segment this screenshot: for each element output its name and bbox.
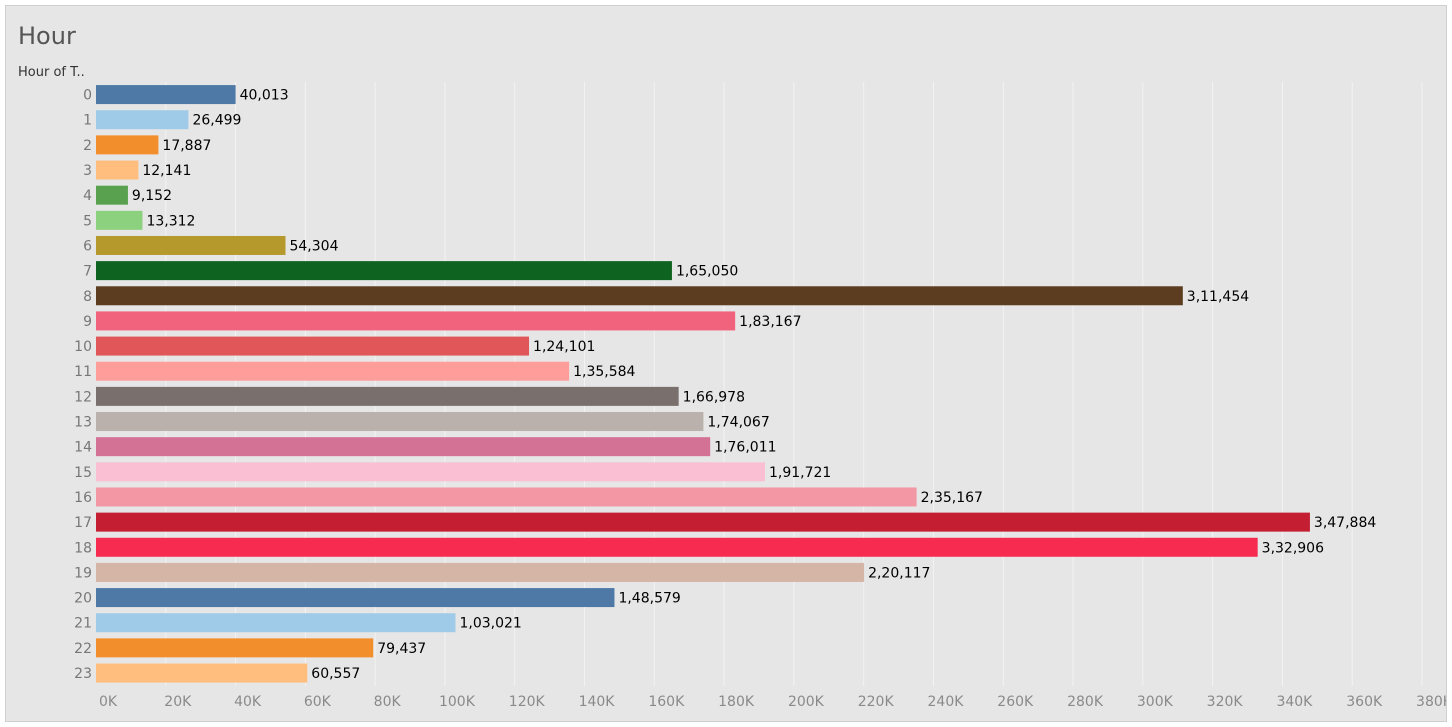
bar[interactable] [96, 512, 1310, 532]
x-tick-label: 320K [1207, 694, 1244, 710]
data-label: 3,47,884 [1314, 515, 1376, 531]
data-label: 1,66,978 [683, 389, 745, 405]
bar[interactable] [96, 311, 736, 331]
x-tick-label: 180K [718, 694, 755, 710]
category-label[interactable]: 18 [74, 540, 92, 556]
category-label[interactable]: 10 [74, 339, 92, 355]
category-label[interactable]: 11 [74, 364, 92, 380]
category-label[interactable]: 1 [83, 113, 92, 129]
bar-chart: Hour Hour of T.. 0 40,013 1 26,499 2 17,887 3 1… [18, 22, 1446, 710]
category-label[interactable]: 23 [74, 666, 92, 682]
data-label: 13,312 [146, 213, 195, 229]
bar[interactable] [96, 462, 766, 482]
category-label[interactable]: 22 [74, 641, 92, 657]
x-tick-label: 60K [304, 694, 332, 710]
data-label: 1,35,584 [573, 364, 635, 380]
bar[interactable] [96, 160, 139, 180]
x-tick-label: 360K [1346, 694, 1383, 710]
category-label[interactable]: 14 [74, 440, 92, 456]
x-tick-label: 300K [1137, 694, 1174, 710]
category-label[interactable]: 7 [83, 264, 92, 280]
data-label: 26,499 [192, 113, 241, 129]
bar[interactable] [96, 361, 570, 381]
data-label: 3,11,454 [1187, 289, 1249, 305]
data-label: 1,24,101 [533, 339, 595, 355]
data-label: 2,20,117 [868, 565, 930, 581]
bar[interactable] [96, 412, 704, 432]
bar[interactable] [96, 210, 143, 230]
category-label[interactable]: 2 [83, 138, 92, 154]
x-axis: 0K 20K 40K 60K 80K 100K 120K 140K 160K 180K 200K 22… [99, 694, 1446, 710]
x-tick-label: 200K [788, 694, 825, 710]
data-label: 17,887 [162, 138, 211, 154]
category-label[interactable]: 5 [83, 213, 92, 229]
bar[interactable] [96, 487, 917, 507]
category-header[interactable]: Hour of T.. [18, 65, 85, 80]
bar[interactable] [96, 437, 711, 457]
category-label[interactable]: 8 [83, 289, 92, 305]
x-tick-label: 240K [928, 694, 965, 710]
data-label: 54,304 [289, 238, 338, 254]
bar[interactable] [96, 336, 530, 356]
data-label: 60,557 [311, 666, 360, 682]
bar[interactable] [96, 110, 189, 130]
data-label: 1,74,067 [707, 415, 769, 431]
x-tick-label: 80K [374, 694, 402, 710]
bar[interactable] [96, 588, 615, 608]
x-tick-label: 40K [234, 694, 262, 710]
bars: 0 40,013 1 26,499 2 17,887 3 12,141 4 9,152 5 13,31… [74, 85, 1376, 683]
category-label[interactable]: 4 [83, 188, 92, 204]
bar[interactable] [96, 638, 374, 658]
x-tick-label: 140K [579, 694, 616, 710]
x-tick-label: 120K [509, 694, 546, 710]
bar[interactable] [96, 562, 865, 582]
chart-title: Hour [18, 22, 76, 50]
data-label: 9,152 [132, 188, 172, 204]
chart-panel: Hour Hour of T.. 0 40,013 1 26,499 2 17,887 3 1… [5, 5, 1447, 722]
x-tick-label: 0K [99, 694, 118, 710]
category-label[interactable]: 21 [74, 616, 92, 632]
bar[interactable] [96, 663, 308, 683]
category-label[interactable]: 12 [74, 389, 92, 405]
x-tick-label: 160K [648, 694, 685, 710]
bar[interactable] [96, 386, 679, 406]
data-label: 1,91,721 [769, 465, 831, 481]
x-tick-label: 380K [1416, 694, 1446, 710]
category-label[interactable]: 6 [83, 238, 92, 254]
x-tick-label: 260K [997, 694, 1034, 710]
bar[interactable] [96, 85, 236, 105]
data-label: 12,141 [142, 163, 191, 179]
bar[interactable] [96, 261, 672, 281]
bar[interactable] [96, 135, 159, 155]
x-tick-label: 220K [858, 694, 895, 710]
category-label[interactable]: 15 [74, 465, 92, 481]
category-label[interactable]: 20 [74, 591, 92, 607]
category-label[interactable]: 17 [74, 515, 92, 531]
data-label: 79,437 [377, 641, 426, 657]
gridlines [165, 82, 1423, 686]
x-tick-label: 280K [1067, 694, 1104, 710]
data-label: 1,83,167 [739, 314, 801, 330]
category-label[interactable]: 16 [74, 490, 92, 506]
data-label: 2,35,167 [921, 490, 983, 506]
x-tick-label: 100K [439, 694, 476, 710]
category-label[interactable]: 19 [74, 565, 92, 581]
data-label: 3,32,906 [1262, 540, 1324, 556]
data-label: 1,76,011 [714, 440, 776, 456]
data-label: 1,48,579 [618, 591, 680, 607]
bar[interactable] [96, 235, 286, 255]
category-label[interactable]: 0 [83, 88, 92, 104]
data-label: 1,65,050 [676, 264, 738, 280]
category-label[interactable]: 3 [83, 163, 92, 179]
data-label: 1,03,021 [459, 616, 521, 632]
x-tick-label: 340K [1276, 694, 1313, 710]
category-label[interactable]: 9 [83, 314, 92, 330]
category-label[interactable]: 13 [74, 415, 92, 431]
bar[interactable] [96, 613, 456, 633]
bar[interactable] [96, 185, 128, 205]
bar[interactable] [96, 537, 1258, 557]
x-tick-label: 20K [164, 694, 192, 710]
data-label: 40,013 [240, 88, 289, 104]
bar[interactable] [96, 286, 1183, 306]
